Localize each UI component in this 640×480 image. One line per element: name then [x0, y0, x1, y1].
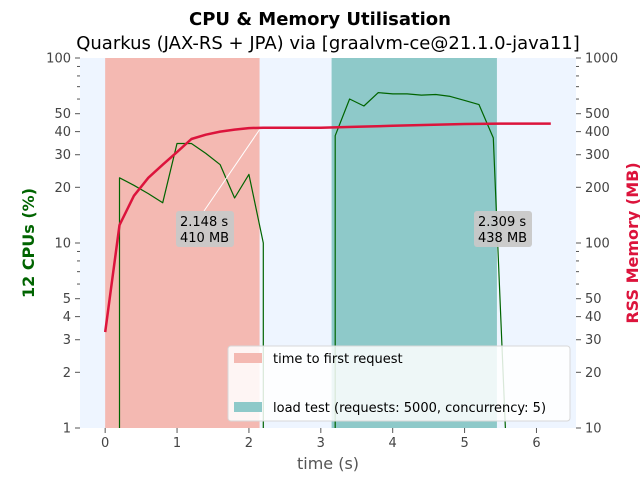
y-left-tick-label: 10 — [54, 237, 71, 252]
annotation-text: 2.148 s — [180, 215, 228, 230]
x-tick-label: 0 — [101, 436, 109, 451]
series-line-memory — [103, 122, 551, 333]
y-left-tick-label: 40 — [54, 125, 71, 140]
y-left-tick-label: 5 — [63, 292, 71, 307]
y-right-tick-label: 1000 — [585, 52, 618, 67]
legend: time to first request load test (request… — [227, 345, 571, 422]
y-right-tick-label: 10 — [585, 422, 602, 437]
legend-swatch-first-request — [234, 353, 262, 363]
y-left-axis-ticks: 1 2 3 4 5 10 20 30 40 50 100 — [46, 52, 80, 437]
x-tick-label: 3 — [317, 436, 325, 451]
y-right-tick-label: 40 — [585, 310, 602, 325]
annotation-text: 438 MB — [478, 231, 527, 246]
annotation-box — [474, 211, 532, 247]
y-right-axis-ticks: 10 20 30 40 50 100 200 300 400 500 1000 — [576, 52, 618, 437]
y-left-tick-label: 30 — [54, 148, 71, 163]
x-tick-label: 6 — [532, 436, 540, 451]
annotation-pointer — [203, 129, 260, 212]
y-right-tick-label: 50 — [585, 292, 602, 307]
y-right-tick-label: 200 — [585, 181, 610, 196]
y-left-tick-label: 20 — [54, 181, 71, 196]
y-left-axis-label: 12 CPUs (%) — [19, 188, 38, 298]
y-left-tick-label: 50 — [54, 107, 71, 122]
chart-subtitle: Quarkus (JAX-RS + JPA) via [graalvm-ce@2… — [76, 33, 580, 54]
y-right-tick-label: 20 — [585, 366, 602, 381]
annotation-text: 410 MB — [180, 231, 229, 246]
annotation-box — [176, 211, 234, 247]
legend-label-first-request: time to first request — [273, 352, 403, 367]
legend-label-load-test: load test (requests: 5000, concurrency: … — [273, 401, 546, 416]
y-left-tick-label: 4 — [63, 310, 71, 325]
annotation-text: 2.309 s — [478, 215, 526, 230]
y-right-tick-label: 30 — [585, 333, 602, 348]
legend-box — [227, 345, 571, 422]
y-right-tick-label: 100 — [585, 237, 610, 252]
x-tick-label: 4 — [389, 436, 397, 451]
y-left-tick-label: 3 — [63, 333, 71, 348]
chart-title: CPU & Memory Utilisation — [189, 9, 451, 30]
x-axis-ticks: 0 1 2 3 4 5 6 — [101, 428, 541, 451]
x-axis-label: time (s) — [297, 454, 359, 473]
y-right-tick-label: 500 — [585, 107, 610, 122]
y-left-tick-label: 1 — [63, 422, 71, 437]
series-layer — [103, 91, 551, 428]
legend-swatch-load-test — [234, 402, 262, 412]
x-tick-label: 5 — [460, 436, 468, 451]
y-right-axis-label: RSS Memory (MB) — [623, 162, 640, 323]
y-left-tick-label: 100 — [46, 52, 71, 67]
series-line-cpu — [118, 91, 506, 428]
x-tick-label: 1 — [173, 436, 181, 451]
y-left-tick-label: 2 — [63, 366, 71, 381]
y-right-tick-label: 300 — [585, 148, 610, 163]
x-tick-label: 2 — [245, 436, 253, 451]
y-right-tick-label: 400 — [585, 125, 610, 140]
